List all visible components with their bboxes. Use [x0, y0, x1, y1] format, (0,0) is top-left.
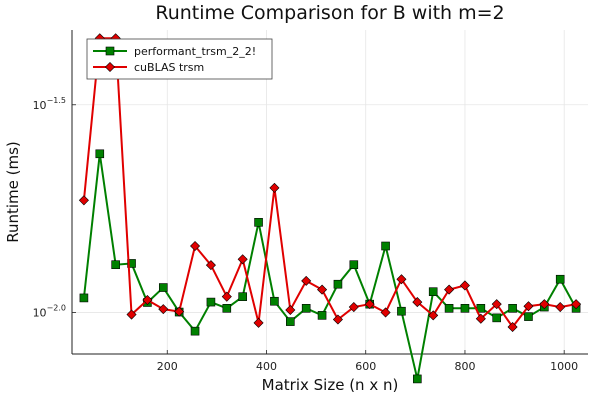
data-point — [95, 149, 105, 159]
y-axis-title: Runtime (ms) — [4, 141, 22, 243]
data-point — [428, 287, 438, 296]
legend: performant_trsm_2_2! cuBLAS trsm — [86, 38, 273, 80]
axes — [71, 30, 588, 355]
legend-label: performant_trsm_2_2! — [134, 45, 256, 58]
data-point — [127, 259, 136, 268]
y-tick-base: 10 — [33, 306, 47, 319]
data-point — [238, 292, 247, 301]
data-point — [158, 283, 168, 292]
data-point — [460, 304, 470, 313]
data-point — [158, 304, 169, 315]
data-point — [332, 314, 343, 325]
y-tick-base: 10 — [33, 99, 47, 112]
grid — [72, 30, 588, 354]
data-point — [459, 280, 470, 291]
data-point — [555, 302, 566, 313]
data-point — [301, 304, 311, 313]
data-point — [492, 313, 502, 323]
data-point — [221, 291, 232, 302]
y-tick-exponent: −1.5 — [47, 96, 66, 105]
data-point — [174, 306, 185, 317]
data-point — [364, 299, 375, 310]
data-point — [79, 293, 89, 303]
legend-item: cuBLAS trsm — [93, 61, 204, 74]
data-point — [507, 321, 518, 333]
data-point — [142, 294, 153, 306]
chart-title: Runtime Comparison for B with m=2 — [155, 2, 504, 24]
data-point — [524, 312, 533, 321]
data-point — [491, 299, 502, 310]
series — [78, 33, 582, 384]
series-line — [82, 153, 577, 380]
data-point — [317, 311, 327, 320]
data-point — [286, 317, 295, 326]
data-point — [396, 274, 407, 285]
data-point — [253, 317, 264, 328]
data-point — [428, 310, 439, 321]
x-tick-label: 800 — [454, 360, 475, 373]
data-point — [78, 195, 89, 206]
legend-box — [86, 38, 273, 80]
data-point — [206, 297, 216, 307]
data-point — [555, 274, 565, 284]
x-tick-label: 600 — [355, 360, 376, 373]
legend-marker — [105, 46, 115, 56]
data-point — [270, 296, 279, 306]
data-point — [381, 241, 390, 251]
x-tick-label: 200 — [157, 360, 178, 373]
data-point — [205, 260, 216, 271]
data-point — [317, 284, 328, 295]
data-point — [413, 374, 422, 384]
data-point — [348, 302, 359, 313]
series-cublas — [78, 33, 582, 333]
data-point — [222, 304, 232, 313]
data-point — [349, 260, 359, 269]
data-point — [523, 301, 534, 312]
data-point — [126, 309, 137, 320]
x-tick-label: 1000 — [550, 360, 578, 373]
data-point — [237, 254, 248, 265]
y-tick-label: 10−2.0 — [33, 303, 66, 319]
data-point — [285, 304, 296, 315]
data-point — [254, 218, 263, 227]
y-tick-exponent: −2.0 — [47, 303, 66, 312]
data-point — [508, 304, 517, 313]
data-point — [380, 307, 391, 318]
series-line — [82, 37, 577, 329]
data-point — [190, 240, 201, 252]
data-point — [301, 275, 312, 286]
series-performant — [79, 149, 581, 384]
data-point — [412, 297, 423, 308]
legend-marker — [104, 61, 116, 73]
x-axis-title: Matrix Size (n x n) — [262, 376, 399, 394]
data-point — [571, 299, 582, 310]
legend-label: cuBLAS trsm — [134, 61, 204, 74]
data-point — [475, 313, 486, 324]
data-point — [539, 299, 550, 310]
data-point — [444, 304, 454, 313]
data-point — [397, 306, 406, 316]
data-point — [444, 284, 455, 295]
x-tick-label: 400 — [256, 360, 277, 373]
data-point — [190, 326, 200, 336]
data-point — [111, 260, 120, 269]
data-point — [333, 279, 343, 289]
y-tick-label: 10−1.5 — [33, 96, 66, 112]
legend-item: performant_trsm_2_2! — [93, 45, 256, 58]
data-point — [269, 182, 280, 193]
